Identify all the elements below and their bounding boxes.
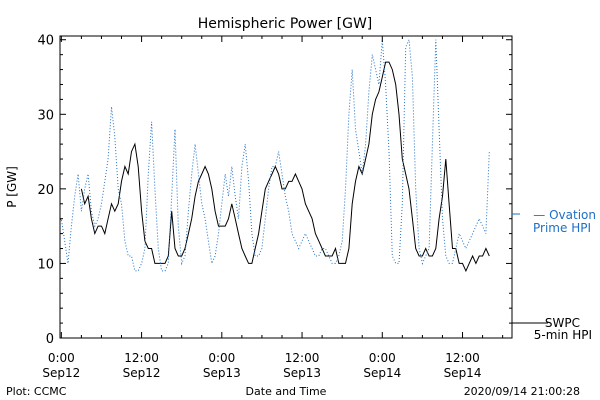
- x-tick-label-time: 12:00: [445, 351, 480, 365]
- chart-title: Hemispheric Power [GW]: [198, 16, 373, 32]
- x-tick-label-date: Sep14: [444, 366, 482, 380]
- x-tick-label-time: 12:00: [124, 351, 159, 365]
- y-tick-label: 20: [37, 183, 54, 198]
- ovation-legend-label-2: Prime HPI: [533, 221, 591, 235]
- ovation-legend-label-1: — Ovation: [533, 208, 596, 222]
- y-tick-label: 10: [37, 257, 54, 272]
- x-axis-label: Date and Time: [246, 385, 327, 398]
- x-tick-label-time: 12:00: [285, 351, 320, 365]
- x-tick-label-date: Sep14: [363, 366, 401, 380]
- y-tick-label: 30: [37, 108, 54, 123]
- x-tick-label-time: 0:00: [208, 351, 235, 365]
- x-tick-label-time: 0:00: [369, 351, 396, 365]
- swpc-legend-label-1: SWPC: [545, 316, 580, 330]
- swpc-hpi-series-line: [80, 61, 490, 273]
- x-tick-label-time: 0:00: [48, 351, 75, 365]
- plot-frame: [59, 35, 513, 339]
- plot-timestamp: 2020/09/14 21:00:28: [464, 385, 580, 398]
- legend: — Ovation Prime HPI SWPC 5-min HPI: [512, 208, 596, 342]
- y-axis-label: P [GW]: [5, 166, 19, 208]
- x-tick-label-date: Sep12: [123, 366, 161, 380]
- y-tick-label: 0: [46, 332, 54, 347]
- y-tick-label: 40: [37, 34, 54, 49]
- x-tick-label-date: Sep12: [42, 366, 80, 380]
- swpc-legend-label-2: 5-min HPI: [534, 328, 592, 342]
- x-tick-label-date: Sep13: [203, 366, 241, 380]
- x-tick-label-date: Sep13: [283, 366, 321, 380]
- ovation-prime-series-line: [60, 37, 490, 272]
- plot-credit: Plot: CCMC: [6, 385, 67, 398]
